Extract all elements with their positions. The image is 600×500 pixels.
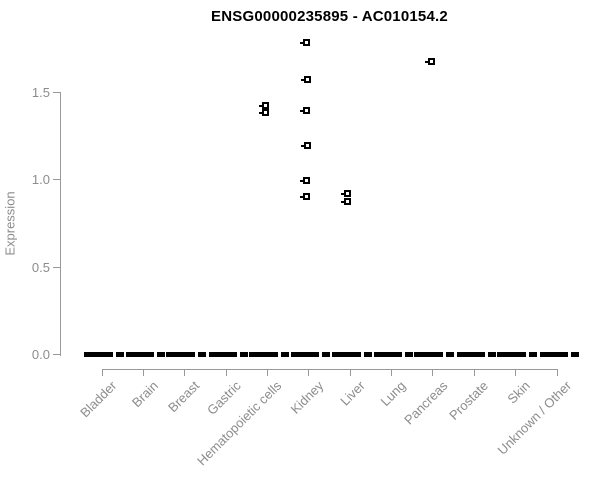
x-tick — [515, 369, 516, 376]
zero-cluster-band — [240, 352, 248, 357]
x-tick — [350, 369, 351, 376]
x-category-label: Prostate — [446, 378, 492, 423]
zero-cluster-band — [166, 352, 195, 357]
x-tick — [143, 369, 144, 376]
zero-cluster-band — [457, 352, 485, 357]
zero-cluster-band — [119, 352, 123, 357]
x-tick — [557, 369, 558, 376]
zero-cluster-band — [322, 352, 330, 357]
x-category-label: Skin — [504, 378, 533, 407]
data-point — [425, 58, 435, 65]
zero-cluster-band — [450, 352, 454, 357]
data-point — [259, 109, 269, 116]
zero-cluster-band — [367, 352, 371, 357]
x-tick — [391, 369, 392, 376]
data-point — [300, 39, 310, 46]
zero-cluster-band — [332, 352, 361, 357]
x-tick — [474, 369, 475, 376]
y-tick — [53, 354, 60, 355]
x-category-label: Pancreas — [400, 378, 451, 428]
x-axis-line — [102, 369, 558, 370]
zero-cluster-band — [533, 352, 537, 357]
data-point — [300, 107, 310, 114]
zero-cluster-band — [374, 352, 402, 357]
zero-cluster-band — [540, 352, 568, 357]
zero-cluster-band — [84, 352, 113, 357]
x-tick — [184, 369, 185, 376]
x-category-label: Gastric — [203, 378, 244, 418]
x-category-label: Lung — [377, 378, 409, 410]
data-point — [341, 198, 351, 205]
zero-cluster-band — [291, 352, 319, 357]
y-tick-label: 1.0 — [31, 172, 50, 187]
y-tick — [53, 92, 60, 93]
data-point — [300, 193, 310, 200]
zero-cluster-band — [414, 352, 443, 357]
zero-cluster-band — [249, 352, 278, 357]
x-tick — [102, 369, 103, 376]
zero-cluster-band — [488, 352, 496, 357]
x-category-label: Brain — [128, 378, 161, 411]
x-tick — [267, 369, 268, 376]
data-point — [341, 190, 351, 197]
x-category-label: Breast — [164, 378, 202, 416]
zero-cluster-band — [405, 352, 413, 357]
y-axis-line — [60, 92, 61, 356]
x-tick — [226, 369, 227, 376]
data-point — [301, 76, 311, 83]
x-tick — [308, 369, 309, 376]
y-tick-label: 1.5 — [31, 85, 50, 100]
x-category-label: Unknown / Other — [494, 378, 575, 458]
y-tick-label: 0.5 — [31, 260, 50, 275]
data-point — [300, 177, 310, 184]
y-tick-label: 0.0 — [31, 347, 50, 362]
zero-cluster-band — [202, 352, 206, 357]
y-tick — [53, 179, 60, 180]
data-point — [301, 142, 311, 149]
zero-cluster-band — [497, 352, 526, 357]
chart-title: ENSG00000235895 - AC010154.2 — [211, 8, 448, 25]
x-category-label: Bladder — [76, 378, 120, 421]
data-point — [259, 102, 269, 109]
zero-cluster-band — [157, 352, 165, 357]
zero-cluster-band — [209, 352, 237, 357]
zero-cluster-band — [571, 352, 579, 357]
y-tick — [53, 267, 60, 268]
x-tick — [432, 369, 433, 376]
x-category-label: Liver — [336, 378, 368, 409]
x-category-label: Kidney — [287, 378, 327, 417]
zero-cluster-band — [284, 352, 288, 357]
zero-cluster-band — [126, 352, 154, 357]
